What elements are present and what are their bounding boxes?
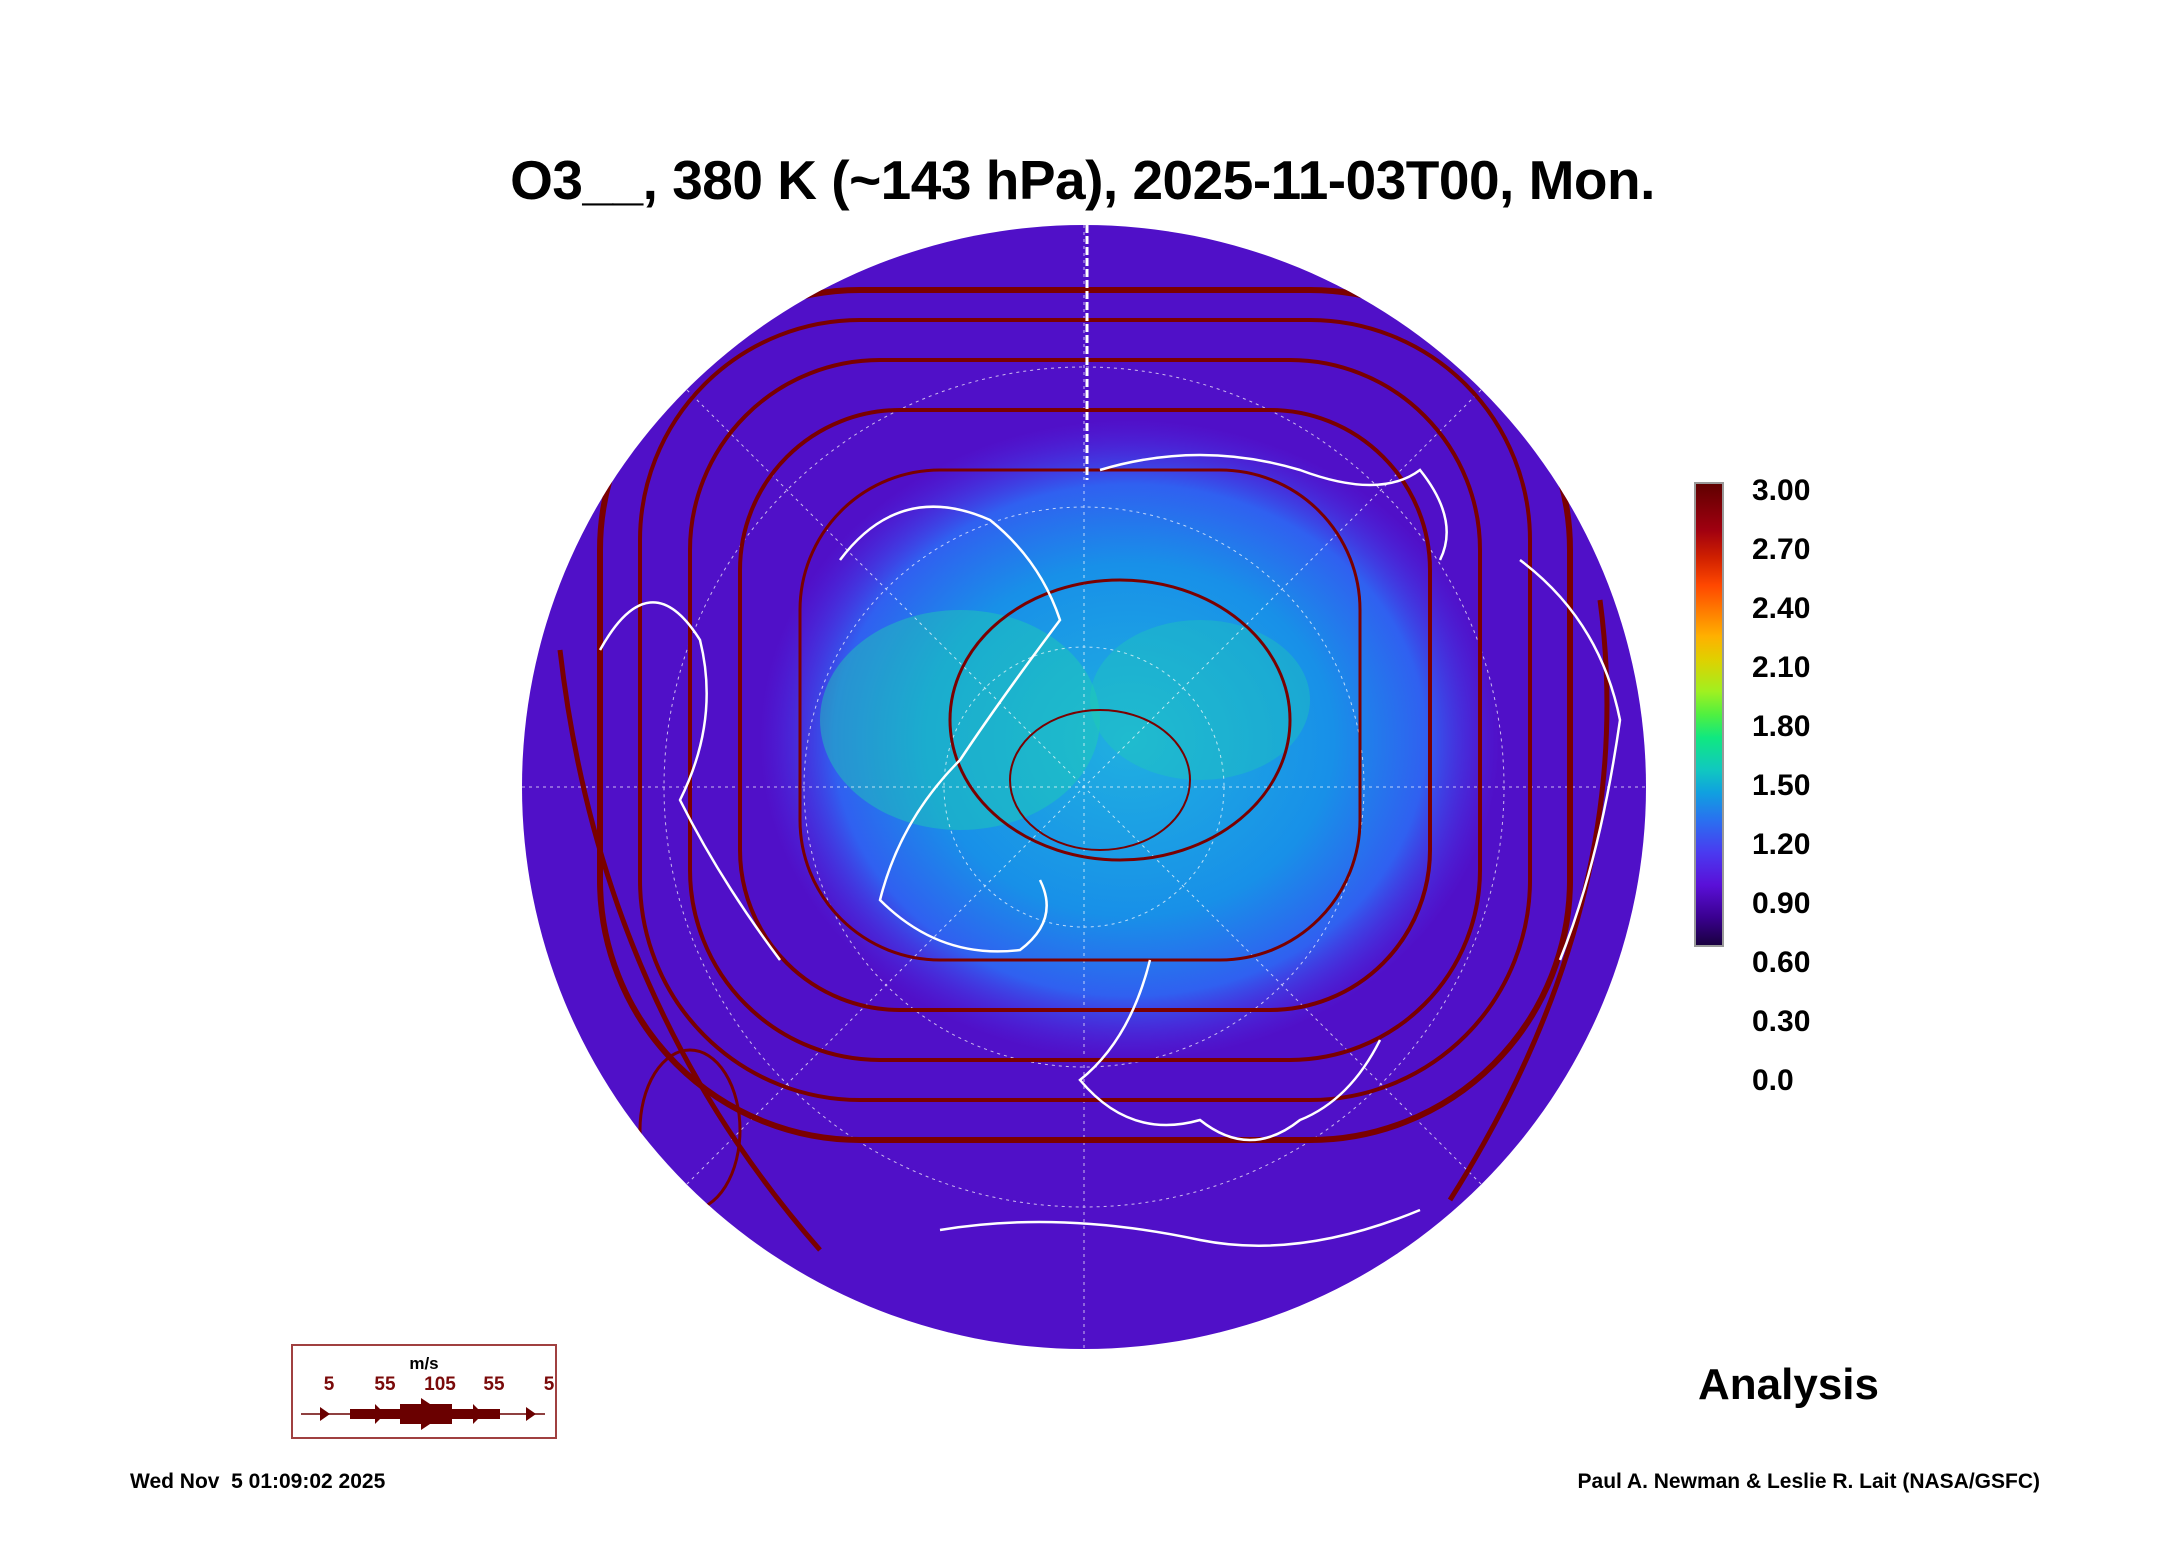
- wind-arrow-scale: [301, 1398, 545, 1430]
- wind-streamlines: [557, 287, 1610, 1252]
- colorbar-tick: 1.80: [1752, 710, 1811, 743]
- legend-value: 55: [374, 1374, 396, 1395]
- coastlines: [598, 453, 1622, 1247]
- credit: Paul A. Newman & Leslie R. Lait (NASA/GS…: [1577, 1470, 2040, 1493]
- analysis-label: Analysis: [1698, 1360, 1879, 1409]
- colorbar-tick: 0.30: [1752, 1005, 1811, 1038]
- plot-title: O3__, 380 K (~143 hPa), 2025-11-03T00, M…: [510, 149, 1655, 211]
- colorbar: [1694, 482, 1724, 947]
- legend-value: 105: [424, 1374, 456, 1395]
- colorbar-tick: 1.50: [1752, 769, 1811, 802]
- ozone-maximum: [1090, 620, 1310, 780]
- colorbar-tick: 0.60: [1752, 946, 1811, 979]
- timestamp: Wed Nov 5 01:09:02 2025: [130, 1470, 386, 1493]
- legend-unit: m/s: [409, 1354, 439, 1373]
- colorbar-tick: 3.00: [1752, 474, 1811, 507]
- legend-value: 5: [543, 1374, 555, 1395]
- ozone-maximum: [820, 610, 1100, 830]
- ozone-field: [760, 420, 1500, 1060]
- wind-speed-legend: m/s 5 55 105 55 5: [291, 1344, 557, 1439]
- colorbar-tick: 2.40: [1752, 592, 1811, 625]
- colorbar-tick: 2.10: [1752, 651, 1811, 684]
- graticule: [522, 225, 1646, 1349]
- legend-value: 55: [483, 1374, 505, 1395]
- colorbar-tick: 1.20: [1752, 828, 1811, 861]
- colorbar-tick: 2.70: [1752, 533, 1811, 566]
- colorbar-tick: 0.90: [1752, 887, 1811, 920]
- legend-value: 5: [323, 1374, 335, 1395]
- colorbar-tick: 0.0: [1752, 1064, 1794, 1097]
